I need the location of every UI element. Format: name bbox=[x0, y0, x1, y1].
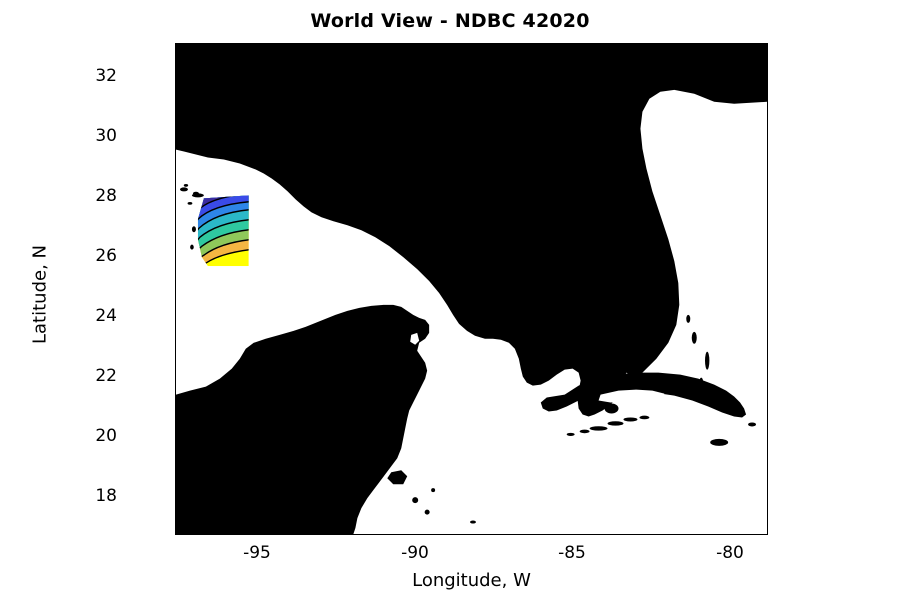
tick-label-x-minus85: -85 bbox=[558, 543, 586, 563]
tick-label-x-minus90: -90 bbox=[401, 543, 429, 563]
land-small-island-e bbox=[748, 422, 757, 427]
tick-y-right-18 bbox=[767, 497, 768, 498]
tick-y-26 bbox=[175, 257, 176, 258]
tick-x-top-minus80 bbox=[731, 43, 732, 44]
tick-y-18 bbox=[175, 497, 176, 498]
tick-x-top-minus85 bbox=[573, 43, 574, 44]
land-texas-coast-specks bbox=[183, 184, 199, 250]
map-plot-area[interactable] bbox=[176, 44, 767, 534]
tick-x-top-minus90 bbox=[416, 43, 417, 44]
tick-y-32 bbox=[175, 77, 176, 78]
tick-label-x-minus95: -95 bbox=[243, 543, 271, 563]
tick-label-y-30: 30 bbox=[95, 126, 117, 146]
tick-x-minus80 bbox=[731, 534, 732, 535]
tick-x-minus95 bbox=[258, 534, 259, 535]
tick-y-right-24 bbox=[767, 317, 768, 318]
tick-y-right-26 bbox=[767, 257, 768, 258]
tick-x-top-minus95 bbox=[258, 43, 259, 44]
tick-y-24 bbox=[175, 317, 176, 318]
tick-label-x-minus80: -80 bbox=[716, 543, 744, 563]
land-yucatan-notch bbox=[410, 332, 420, 345]
tick-label-y-24: 24 bbox=[95, 306, 117, 326]
page-title: World View - NDBC 42020 bbox=[310, 10, 590, 32]
land-florida-keys bbox=[566, 415, 650, 436]
contour-overlay[interactable] bbox=[194, 191, 254, 271]
tick-x-minus85 bbox=[573, 534, 574, 535]
tick-y-30 bbox=[175, 137, 176, 138]
tick-y-right-28 bbox=[767, 197, 768, 198]
tick-label-y-32: 32 bbox=[95, 66, 117, 86]
land-belize-coast bbox=[387, 470, 408, 485]
land-caribbean-specks bbox=[412, 488, 476, 524]
tick-label-y-18: 18 bbox=[95, 486, 117, 506]
tick-label-y-26: 26 bbox=[95, 246, 117, 266]
land-masses bbox=[176, 44, 767, 534]
tick-y-20 bbox=[175, 437, 176, 438]
x-axis-label: Longitude, W bbox=[412, 570, 531, 591]
land-yucatan-central-america bbox=[176, 304, 430, 534]
tick-label-y-22: 22 bbox=[95, 366, 117, 386]
land-cuba-bay-cut bbox=[598, 389, 665, 403]
contour-lines bbox=[197, 195, 249, 267]
tick-x-minus90 bbox=[416, 534, 417, 535]
tick-y-right-32 bbox=[767, 77, 768, 78]
map-axes[interactable] bbox=[175, 43, 768, 535]
y-axis-label: Latitude, N bbox=[29, 245, 51, 344]
tick-label-y-20: 20 bbox=[95, 426, 117, 446]
land-jamaica bbox=[710, 438, 729, 446]
tick-label-y-28: 28 bbox=[95, 186, 117, 206]
land-north-america bbox=[176, 44, 767, 417]
tick-y-right-30 bbox=[767, 137, 768, 138]
tick-y-right-22 bbox=[767, 377, 768, 378]
land-isla-juventud bbox=[604, 403, 619, 414]
tick-y-28 bbox=[175, 197, 176, 198]
land-cuba bbox=[540, 372, 747, 418]
tick-y-22 bbox=[175, 377, 176, 378]
tick-y-right-20 bbox=[767, 437, 768, 438]
